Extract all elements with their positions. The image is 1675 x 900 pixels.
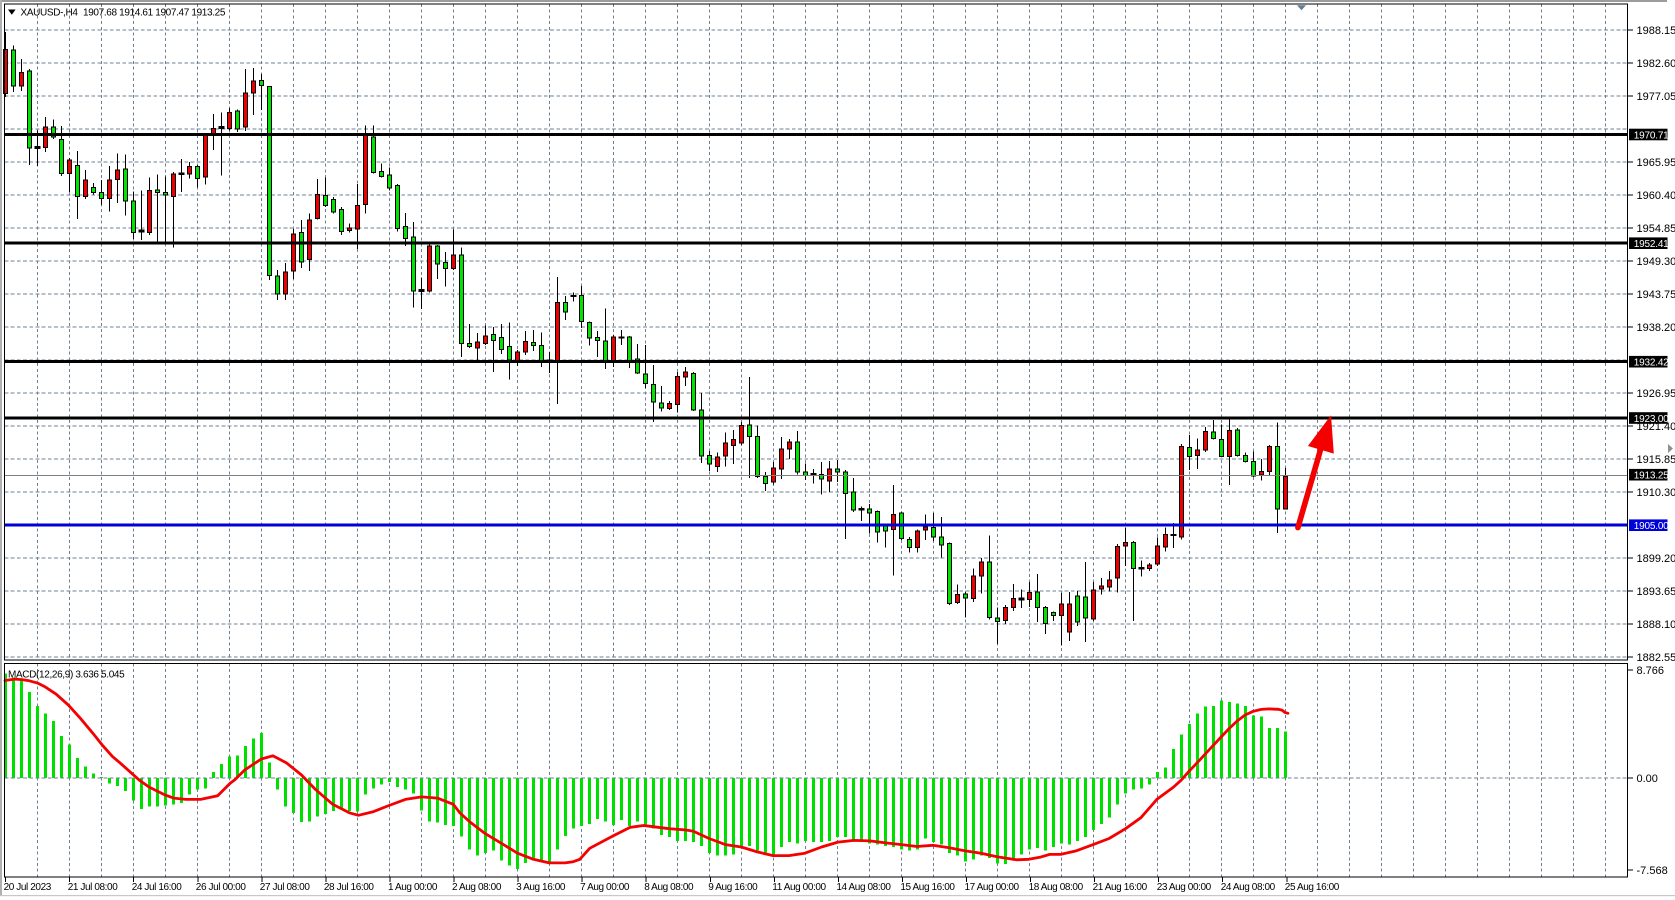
svg-text:24 Jul 16:00: 24 Jul 16:00 (132, 882, 183, 893)
svg-text:1932.42: 1932.42 (1634, 358, 1669, 369)
svg-text:1965.95: 1965.95 (1637, 157, 1675, 169)
svg-text:-7.568: -7.568 (1637, 865, 1668, 877)
svg-text:21 Jul 08:00: 21 Jul 08:00 (68, 882, 119, 893)
svg-text:1 Aug 00:00: 1 Aug 00:00 (388, 882, 438, 893)
svg-text:1899.20: 1899.20 (1637, 553, 1675, 565)
svg-text:28 Jul 16:00: 28 Jul 16:00 (324, 882, 375, 893)
svg-text:3 Aug 16:00: 3 Aug 16:00 (516, 882, 566, 893)
svg-text:1949.30: 1949.30 (1637, 256, 1675, 268)
svg-text:26 Jul 00:00: 26 Jul 00:00 (196, 882, 247, 893)
svg-text:1910.30: 1910.30 (1637, 487, 1675, 499)
svg-text:20 Jul 2023: 20 Jul 2023 (4, 882, 52, 893)
svg-text:1888.10: 1888.10 (1637, 619, 1675, 631)
svg-text:15 Aug 16:00: 15 Aug 16:00 (900, 882, 955, 893)
svg-text:2 Aug 08:00: 2 Aug 08:00 (452, 882, 502, 893)
svg-text:1954.85: 1954.85 (1637, 223, 1675, 235)
svg-text:1913.25: 1913.25 (1634, 471, 1669, 482)
svg-text:11 Aug 00:00: 11 Aug 00:00 (772, 882, 826, 893)
svg-text:23 Aug 00:00: 23 Aug 00:00 (1157, 882, 1212, 893)
svg-text:17 Aug 00:00: 17 Aug 00:00 (965, 882, 1020, 893)
svg-text:1952.41: 1952.41 (1634, 239, 1669, 250)
svg-text:25 Aug 16:00: 25 Aug 16:00 (1285, 882, 1340, 893)
svg-text:1926.95: 1926.95 (1637, 388, 1675, 400)
svg-text:1977.05: 1977.05 (1637, 91, 1675, 103)
svg-text:1893.65: 1893.65 (1637, 586, 1675, 598)
svg-text:8 Aug 08:00: 8 Aug 08:00 (644, 882, 694, 893)
svg-text:1907.68 1914.61 1907.47 1913.2: 1907.68 1914.61 1907.47 1913.25 (83, 8, 226, 19)
svg-text:7 Aug 00:00: 7 Aug 00:00 (580, 882, 630, 893)
svg-text:1882.55: 1882.55 (1637, 652, 1675, 664)
svg-text:9 Aug 16:00: 9 Aug 16:00 (708, 882, 758, 893)
svg-text:1970.71: 1970.71 (1634, 130, 1669, 141)
svg-text:1943.75: 1943.75 (1637, 289, 1675, 301)
svg-text:MACD(12,26,9) 3.636 5.045: MACD(12,26,9) 3.636 5.045 (8, 670, 125, 681)
svg-text:14 Aug 08:00: 14 Aug 08:00 (836, 882, 891, 893)
svg-text:8.766: 8.766 (1637, 665, 1665, 677)
svg-text:18 Aug 08:00: 18 Aug 08:00 (1029, 882, 1084, 893)
svg-text:27 Jul 08:00: 27 Jul 08:00 (260, 882, 311, 893)
svg-text:1923.00: 1923.00 (1634, 414, 1669, 425)
svg-text:21 Aug 16:00: 21 Aug 16:00 (1093, 882, 1148, 893)
svg-text:24 Aug 08:00: 24 Aug 08:00 (1221, 882, 1276, 893)
svg-text:1915.85: 1915.85 (1637, 454, 1675, 466)
svg-text:1905.00: 1905.00 (1634, 521, 1669, 532)
svg-text:XAUUSD-,H4: XAUUSD-,H4 (21, 8, 79, 19)
svg-text:1938.20: 1938.20 (1637, 322, 1675, 334)
svg-text:1921.40: 1921.40 (1637, 421, 1675, 433)
svg-text:1982.60: 1982.60 (1637, 58, 1675, 70)
svg-text:1960.40: 1960.40 (1637, 190, 1675, 202)
svg-text:0.00: 0.00 (1637, 773, 1658, 785)
svg-text:1988.15: 1988.15 (1637, 25, 1675, 37)
